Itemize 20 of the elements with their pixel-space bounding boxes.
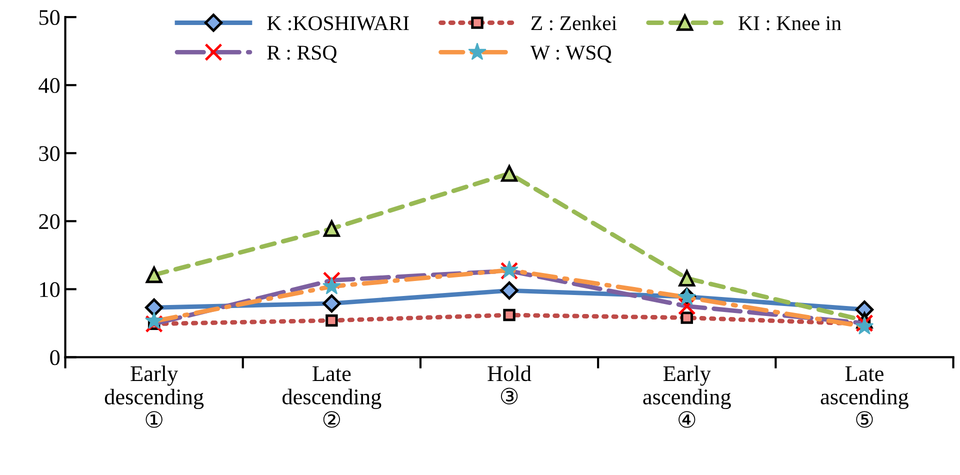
x-tick-label: Late ascending ⑤ xyxy=(820,366,908,428)
legend-label: W : WSQ xyxy=(530,46,612,63)
y-tick-label: 30 xyxy=(39,146,60,162)
y-tick-label: 10 xyxy=(40,282,60,298)
point xyxy=(678,270,696,286)
y-tick-label: 0 xyxy=(50,350,60,366)
point xyxy=(323,220,340,237)
legend-label: Z : Zenkei xyxy=(531,16,617,30)
x-tick-label: Early ascending ④ xyxy=(643,366,731,428)
x-tick-label: Late descending ② xyxy=(282,366,382,428)
point xyxy=(146,266,162,284)
y-tick-label: 20 xyxy=(39,214,60,230)
point xyxy=(501,165,518,182)
legend-label: R : RSQ xyxy=(267,46,337,63)
legend-label: KI : Knee in xyxy=(738,16,842,30)
y-tick-label: 50 xyxy=(39,10,60,26)
y-tick-label: 40 xyxy=(38,78,60,94)
x-tick-label: Early descending ① xyxy=(104,366,204,428)
x-tick-label: Hold ③ xyxy=(488,366,532,404)
legend-label: K :KOSHIWARI xyxy=(267,16,409,30)
